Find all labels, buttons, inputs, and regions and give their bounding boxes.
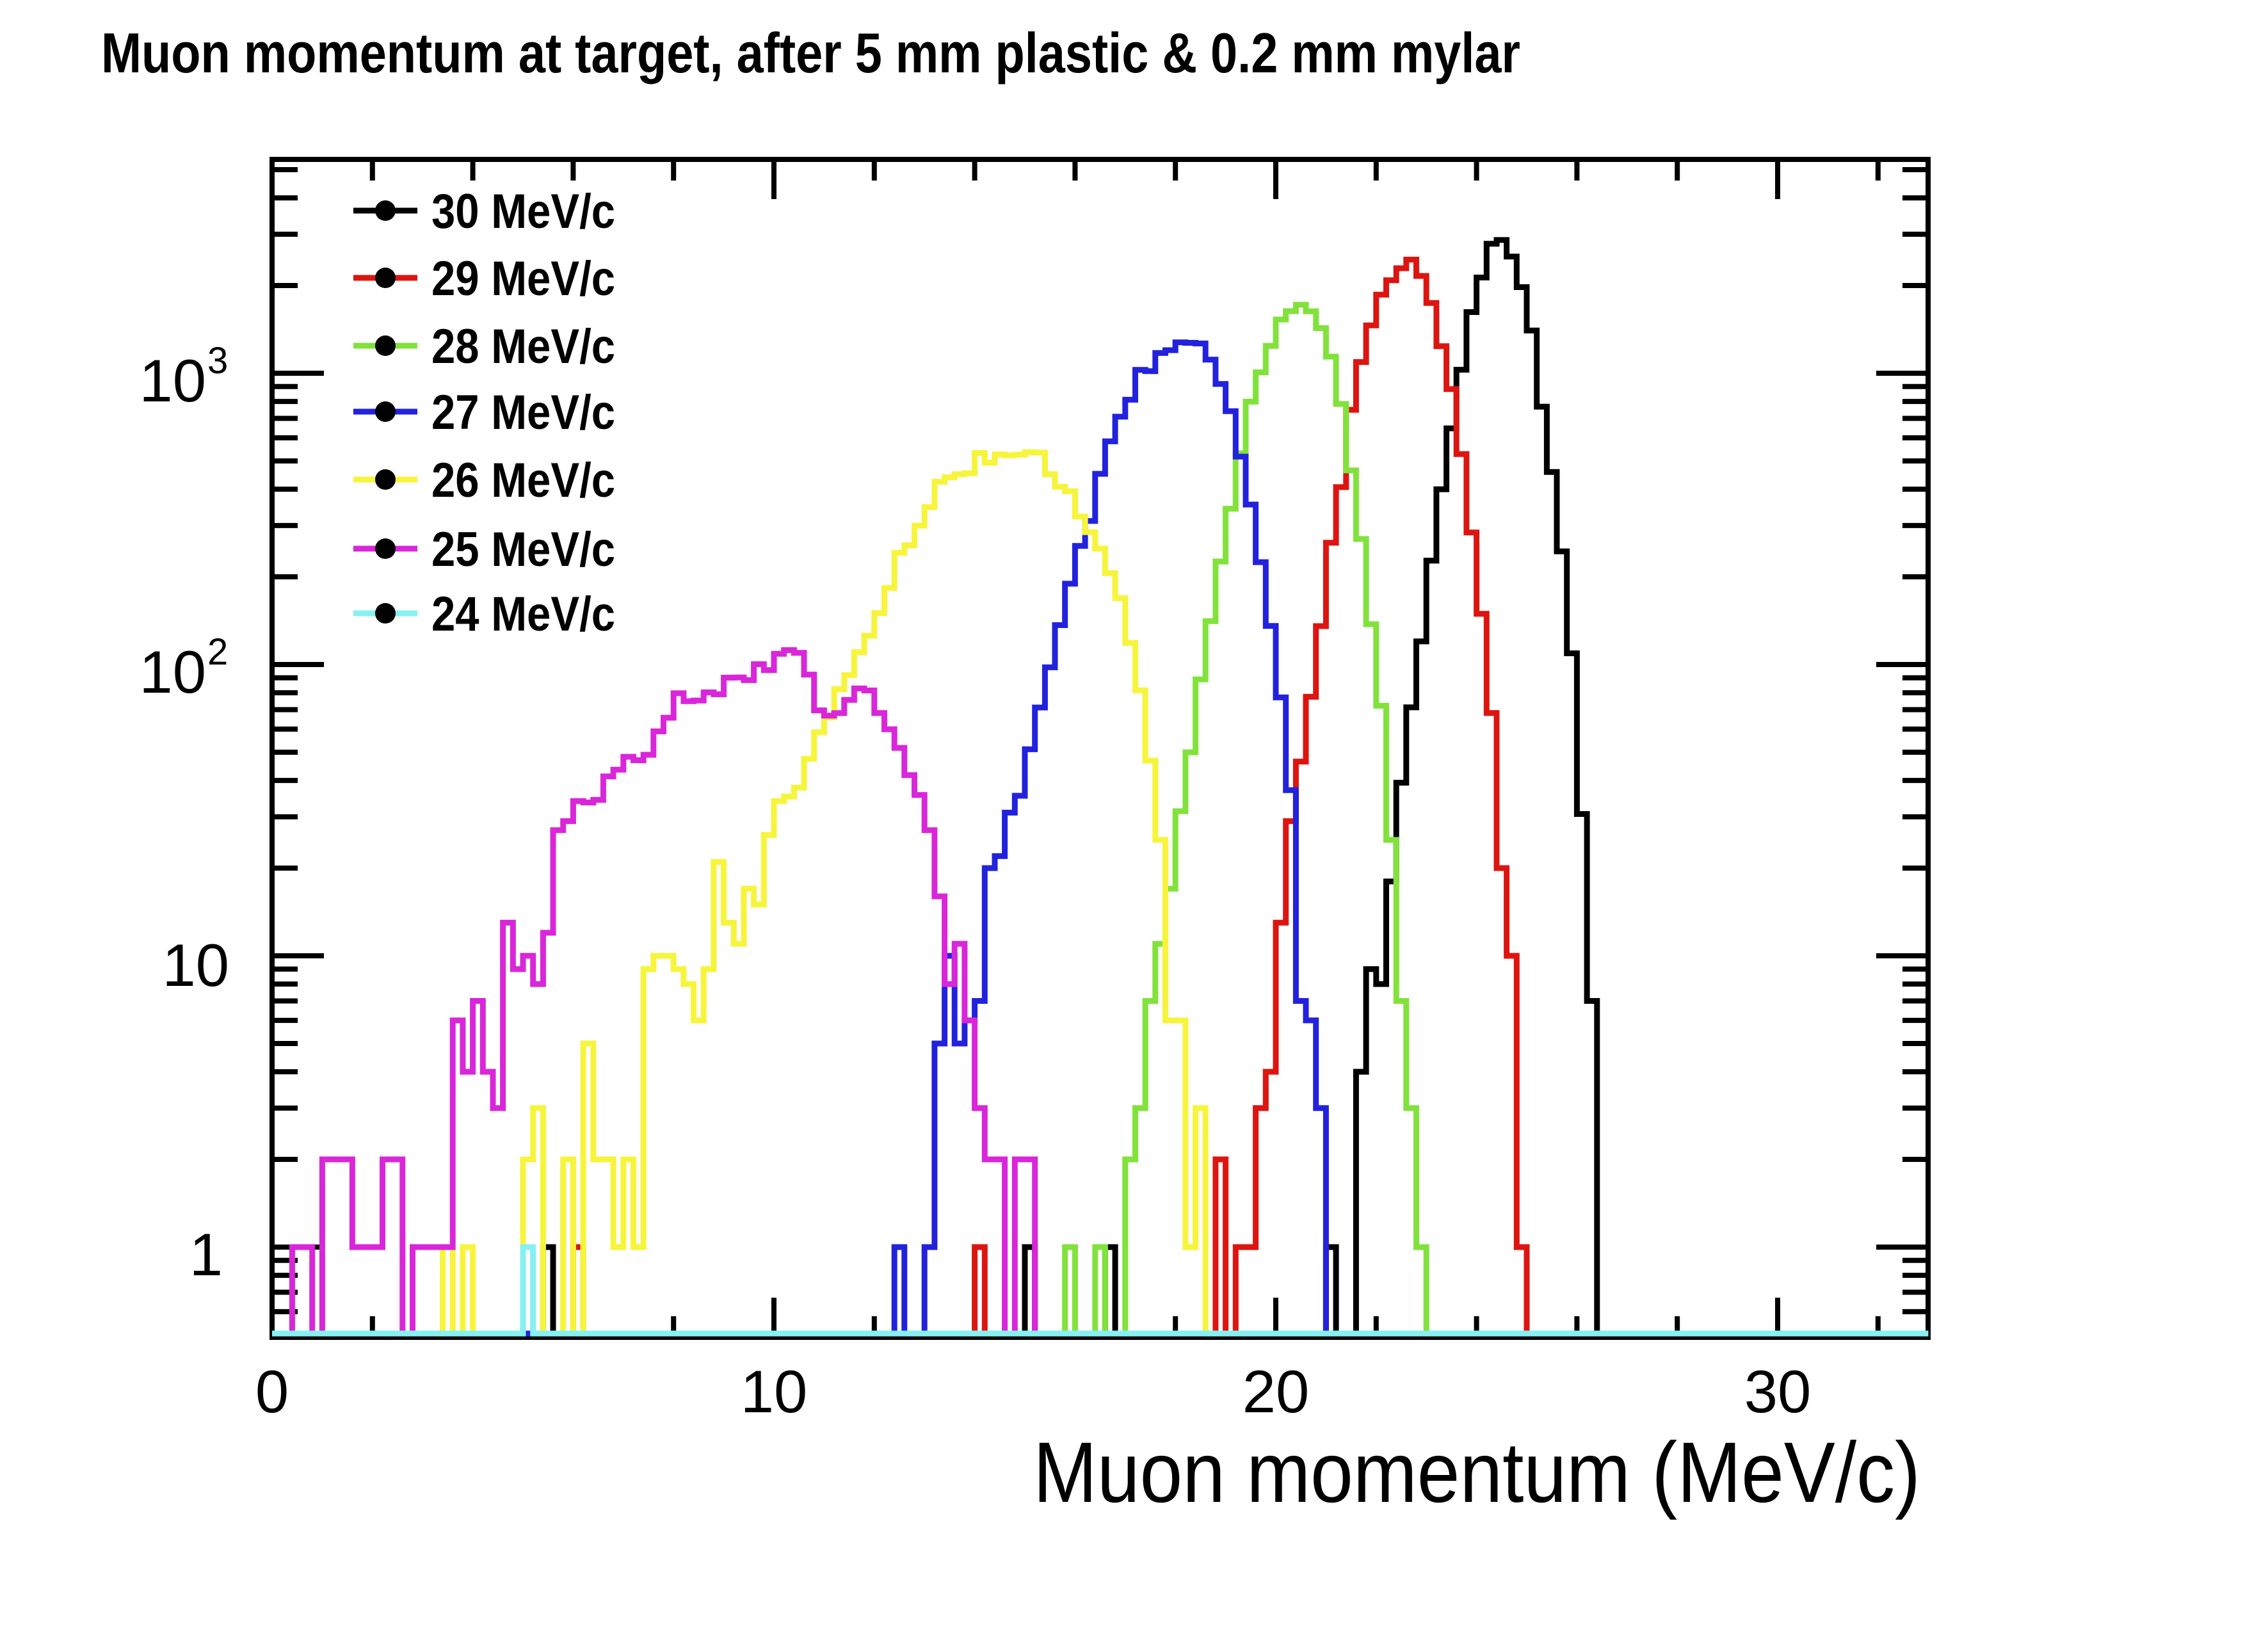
- svg-text:1: 1: [189, 1221, 223, 1288]
- svg-text:Muon momentum (MeV/c): Muon momentum (MeV/c): [1033, 1425, 1920, 1520]
- svg-text:2: 2: [207, 631, 228, 673]
- svg-text:27 MeV/c: 27 MeV/c: [431, 385, 615, 440]
- svg-text:3: 3: [207, 340, 228, 382]
- svg-text:10: 10: [139, 347, 206, 414]
- svg-text:29 MeV/c: 29 MeV/c: [431, 252, 615, 306]
- svg-text:20: 20: [1243, 1358, 1310, 1425]
- svg-text:10: 10: [162, 931, 229, 999]
- svg-text:26 MeV/c: 26 MeV/c: [431, 453, 615, 508]
- svg-text:0: 0: [255, 1358, 289, 1425]
- svg-text:30 MeV/c: 30 MeV/c: [431, 184, 615, 239]
- svg-text:24 MeV/c: 24 MeV/c: [431, 587, 615, 641]
- svg-text:25 MeV/c: 25 MeV/c: [431, 522, 615, 577]
- svg-text:10: 10: [741, 1358, 808, 1425]
- svg-text:28 MeV/c: 28 MeV/c: [431, 319, 615, 374]
- svg-text:10: 10: [139, 638, 206, 705]
- svg-text:30: 30: [1744, 1358, 1812, 1425]
- svg-text:Muon momentum at target, after: Muon momentum at target, after 5 mm plas…: [101, 21, 1520, 85]
